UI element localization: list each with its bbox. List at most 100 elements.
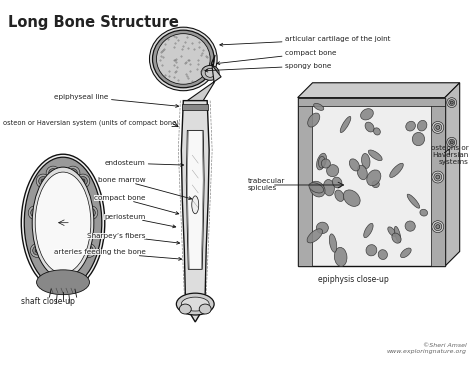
Ellipse shape [388, 227, 396, 236]
Ellipse shape [343, 190, 360, 206]
Text: compact bone: compact bone [217, 50, 336, 65]
Text: articular cartilage of the joint: articular cartilage of the joint [220, 36, 390, 46]
Text: arteries feeding the bone: arteries feeding the bone [54, 250, 182, 260]
Ellipse shape [182, 297, 209, 311]
Ellipse shape [362, 153, 370, 168]
Ellipse shape [406, 121, 415, 131]
Ellipse shape [35, 172, 91, 273]
Ellipse shape [86, 208, 95, 217]
Ellipse shape [436, 225, 440, 229]
Ellipse shape [340, 116, 351, 132]
Ellipse shape [368, 150, 382, 161]
Ellipse shape [192, 196, 199, 214]
Ellipse shape [179, 304, 191, 314]
Ellipse shape [405, 221, 415, 231]
Ellipse shape [334, 247, 347, 266]
Ellipse shape [432, 221, 444, 233]
Ellipse shape [434, 173, 442, 181]
Ellipse shape [394, 226, 401, 242]
Ellipse shape [307, 229, 322, 243]
Ellipse shape [46, 166, 60, 180]
Bar [298, 98, 445, 106]
Ellipse shape [319, 156, 325, 168]
Ellipse shape [33, 211, 37, 215]
Ellipse shape [35, 249, 39, 253]
Ellipse shape [378, 250, 387, 259]
Ellipse shape [332, 177, 342, 188]
Text: shaft close-up: shaft close-up [21, 297, 75, 306]
Ellipse shape [82, 243, 96, 257]
Ellipse shape [374, 128, 380, 135]
Ellipse shape [308, 113, 320, 127]
Ellipse shape [434, 223, 442, 231]
Bar [298, 98, 311, 266]
Ellipse shape [364, 223, 373, 238]
Ellipse shape [450, 101, 453, 104]
Polygon shape [187, 55, 221, 101]
Polygon shape [186, 130, 204, 269]
Ellipse shape [357, 165, 367, 180]
Ellipse shape [153, 30, 214, 88]
Text: osteon or Haversian system (units of compact bone): osteon or Haversian system (units of com… [3, 119, 179, 126]
Ellipse shape [323, 179, 335, 196]
Ellipse shape [327, 165, 339, 177]
Ellipse shape [450, 141, 453, 144]
Ellipse shape [28, 206, 42, 220]
Ellipse shape [447, 98, 457, 108]
Ellipse shape [205, 68, 215, 77]
Ellipse shape [329, 234, 337, 252]
Text: Long Bone Structure: Long Bone Structure [9, 15, 179, 30]
Ellipse shape [317, 153, 327, 170]
Ellipse shape [401, 248, 411, 258]
Ellipse shape [349, 159, 359, 171]
Text: endosteum: endosteum [105, 160, 183, 167]
Text: trabecular
spicules: trabecular spicules [248, 179, 285, 191]
Text: bone marrow: bone marrow [98, 177, 191, 199]
Ellipse shape [392, 233, 401, 243]
Text: osteons or
Haversian
systems: osteons or Haversian systems [431, 145, 469, 165]
Ellipse shape [41, 179, 45, 183]
Ellipse shape [30, 243, 44, 257]
Text: periosteum: periosteum [104, 214, 176, 228]
Ellipse shape [71, 171, 75, 175]
Ellipse shape [51, 171, 55, 175]
Ellipse shape [434, 123, 442, 131]
Ellipse shape [432, 122, 444, 133]
Ellipse shape [321, 159, 330, 168]
Text: compact bone: compact bone [94, 195, 179, 214]
Ellipse shape [365, 122, 374, 132]
Ellipse shape [87, 249, 91, 253]
Ellipse shape [418, 120, 427, 131]
Ellipse shape [149, 27, 217, 91]
Ellipse shape [314, 103, 324, 111]
Text: epiphysis close-up: epiphysis close-up [318, 275, 388, 284]
Bar [431, 98, 445, 266]
Ellipse shape [49, 169, 57, 178]
Text: Sharpey’s fibers: Sharpey’s fibers [87, 233, 180, 244]
Ellipse shape [21, 154, 105, 291]
Ellipse shape [407, 194, 419, 208]
Ellipse shape [156, 34, 210, 84]
Polygon shape [298, 83, 460, 98]
Ellipse shape [66, 166, 80, 180]
Ellipse shape [84, 246, 93, 255]
Ellipse shape [432, 171, 444, 183]
Ellipse shape [69, 169, 77, 178]
Ellipse shape [176, 293, 214, 315]
Ellipse shape [36, 270, 90, 295]
Ellipse shape [420, 209, 428, 216]
Ellipse shape [436, 175, 440, 179]
Bar [298, 98, 445, 266]
Ellipse shape [32, 167, 94, 278]
Ellipse shape [36, 174, 50, 188]
Ellipse shape [39, 176, 47, 186]
Text: epiphyseal line: epiphyseal line [55, 94, 179, 107]
Ellipse shape [367, 170, 381, 186]
Ellipse shape [201, 66, 219, 80]
Bar [182, 104, 208, 109]
Ellipse shape [199, 304, 211, 314]
Ellipse shape [309, 183, 324, 193]
Ellipse shape [366, 244, 377, 256]
Ellipse shape [449, 100, 455, 106]
Ellipse shape [412, 132, 425, 146]
